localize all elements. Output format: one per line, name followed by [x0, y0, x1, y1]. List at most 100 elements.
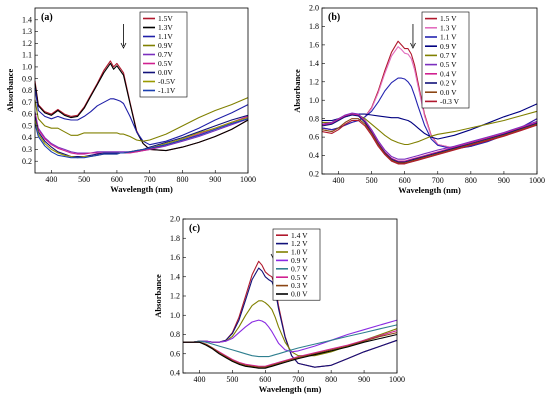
y-tick-label: 0.6	[170, 349, 180, 358]
series-line	[321, 118, 538, 164]
y-tick-label: 1.3	[22, 27, 32, 36]
plot-frame	[321, 7, 538, 175]
legend-label: 1.5V	[158, 14, 173, 23]
panel-label: (c)	[189, 223, 200, 234]
y-tick-label: 1.1	[22, 51, 32, 60]
x-tick-label: 500	[366, 176, 378, 185]
series-line	[34, 62, 249, 152]
y-tick-label: 1.2	[22, 39, 32, 48]
legend-label: 0.9 V	[440, 42, 457, 51]
legend-label: -0.5V	[158, 77, 176, 86]
legend-label: 1.1V	[158, 32, 173, 41]
y-tick-label: 0.6	[22, 110, 32, 119]
y-tick-label: 0.3	[22, 145, 32, 154]
legend-label: -1.1V	[158, 86, 176, 95]
series-line	[321, 113, 538, 162]
series-line	[321, 112, 538, 160]
legend-label: 1.2 V	[291, 239, 308, 248]
legend-frame	[272, 228, 321, 301]
x-tick-label: 600	[259, 375, 271, 384]
x-tick-label: 500	[226, 375, 238, 384]
legend-label: 0.4 V	[440, 69, 457, 78]
y-tick-label: 0.7	[22, 98, 32, 107]
x-tick-label: 600	[399, 176, 411, 185]
legend-label: 0.5 V	[291, 273, 308, 282]
legend-label: 0.7 V	[440, 51, 457, 60]
chart-panel-2: 400 500 600 700 800 900 1000 0.2 0.4 0.6 0.8 1.0 1.2…	[292, 4, 545, 195]
series-line	[321, 119, 538, 165]
x-tick-label: 500	[78, 175, 90, 184]
y-axis-label: Absorbance	[292, 69, 302, 113]
x-tick-label: 800	[465, 176, 477, 185]
y-tick-label: 1.6	[309, 40, 319, 49]
y-tick-label: 1.4	[309, 59, 319, 68]
legend-label: 0.9 V	[291, 256, 308, 265]
y-tick-label: 1.2	[309, 77, 319, 86]
y-axis-label: Absorbance	[153, 274, 163, 318]
legend-label: 1.1 V	[440, 33, 457, 42]
y-tick-label: 0.8	[22, 86, 32, 95]
series-line	[183, 324, 398, 358]
x-tick-label: 900	[209, 175, 221, 184]
x-tick-label: 400	[193, 375, 205, 384]
y-tick-label: 1.8	[309, 22, 319, 31]
down-arrow-head-icon	[120, 42, 127, 49]
legend-label: 0.9V	[158, 41, 173, 50]
legend-label: 0.5V	[158, 59, 173, 68]
x-tick-label: 700	[144, 175, 156, 184]
y-tick-label: 0.5	[22, 121, 32, 130]
legend-label: 0.7V	[158, 50, 173, 59]
legend-label: 1.3 V	[440, 23, 457, 32]
legend: 1.5V1.3V1.1V0.9V0.7V0.5V0.0V-0.5V-1.1V	[139, 11, 188, 98]
legend-label: 0.0 V	[291, 290, 308, 299]
chart-panel-3: 400 500 600 700 800 900 1000 0.4 0.6 0.8 1.0 1.2 1.4…	[153, 215, 405, 394]
chart-panel-1: 400 500 600 700 800 900 1000 0.2 0.3 0.4 0.5 0.6 0.7…	[5, 7, 256, 194]
y-tick-label: 0.4	[170, 369, 180, 378]
series-line	[183, 333, 398, 369]
y-tick-label: 2.0	[170, 215, 180, 224]
legend-label: 1.0 V	[291, 248, 308, 257]
series-line	[321, 114, 538, 163]
y-tick-label: 0.8	[170, 330, 180, 339]
y-tick-label: 0.2	[309, 170, 319, 179]
series-line	[34, 97, 249, 142]
y-tick-label: 0.8	[309, 114, 319, 123]
x-tick-label: 600	[111, 175, 123, 184]
series-line	[34, 118, 249, 159]
legend-label: 1.4 V	[291, 231, 308, 240]
y-tick-label: 1.0	[170, 311, 180, 320]
y-tick-label: 1.8	[170, 234, 180, 243]
legend-label: 0.2 V	[440, 79, 457, 88]
x-tick-label: 400	[333, 176, 345, 185]
x-tick-label: 1000	[529, 176, 545, 185]
series-line	[34, 114, 249, 158]
x-tick-label: 800	[325, 375, 337, 384]
legend-label: 1.5 V	[440, 14, 457, 23]
x-axis-label: Wavelength (nm)	[110, 184, 173, 194]
legend-label: 0.3 V	[291, 281, 308, 290]
y-tick-label: 1.6	[170, 253, 180, 262]
legend: 1.4 V1.2 V1.0 V0.9 V0.7 V0.5 V0.3 V0.0 V	[272, 228, 321, 301]
y-axis-label: Absorbance	[5, 69, 15, 113]
legend: 1.5 V1.3 V1.1 V0.9 V0.7 V0.5 V0.4 V0.2 V…	[421, 11, 470, 109]
y-tick-label: 0.2	[22, 157, 32, 166]
legend-label: -0.3 V	[440, 97, 460, 106]
y-tick-label: 2.0	[309, 4, 319, 13]
y-tick-label: 1.4	[22, 15, 32, 24]
y-tick-label: 0.9	[22, 74, 32, 83]
y-tick-label: 1.4	[170, 272, 180, 281]
series-line	[183, 300, 398, 357]
y-tick-label: 1.2	[170, 292, 180, 301]
x-tick-label: 1000	[389, 375, 405, 384]
legend-label: 1.3V	[158, 23, 173, 32]
y-tick-label: 1.0	[22, 63, 32, 72]
x-tick-label: 900	[498, 176, 510, 185]
panel-label: (b)	[328, 12, 340, 23]
x-tick-label: 400	[45, 175, 57, 184]
y-tick-label: 0.4	[309, 151, 319, 160]
down-arrow-head-icon	[410, 42, 416, 49]
x-tick-label: 800	[176, 175, 188, 184]
legend-label: 0.0V	[158, 68, 173, 77]
legend-label: 0.5 V	[440, 60, 457, 69]
